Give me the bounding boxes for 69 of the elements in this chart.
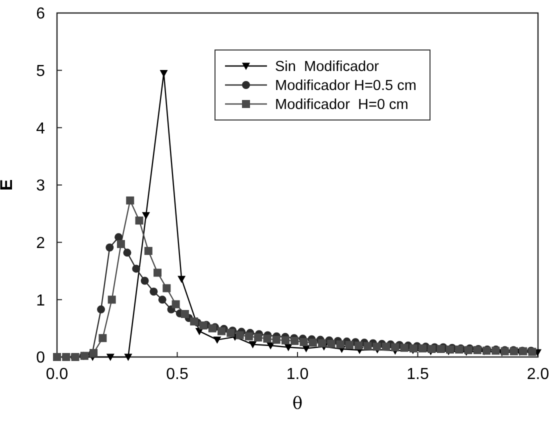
point — [308, 338, 317, 347]
point — [336, 340, 344, 348]
point — [318, 339, 326, 348]
x-tick-label: 0.0 — [46, 366, 68, 383]
point — [150, 288, 158, 296]
point — [172, 300, 180, 308]
legend-label: Sin Modificador — [275, 59, 380, 76]
point — [372, 342, 381, 351]
point — [97, 305, 106, 314]
point — [382, 342, 390, 351]
point — [244, 332, 253, 340]
x-tick-label: 2.0 — [526, 366, 550, 383]
point — [213, 336, 222, 344]
point — [126, 196, 134, 204]
point — [254, 334, 262, 342]
y-tick-label: 0 — [36, 350, 46, 367]
y-tick-label: 1 — [36, 292, 46, 310]
point — [391, 343, 400, 352]
point — [248, 341, 257, 348]
x-tick-label: 1.0 — [286, 366, 309, 383]
point — [124, 354, 132, 361]
point — [436, 344, 445, 353]
point — [327, 340, 336, 348]
x-tick-label: 0.5 — [166, 366, 188, 383]
point — [106, 354, 114, 361]
point — [218, 327, 226, 336]
point — [400, 344, 408, 352]
point — [290, 336, 299, 345]
point — [354, 342, 363, 350]
legend-label: Modificador H=0 cm — [275, 97, 408, 114]
point — [178, 276, 186, 284]
legend-label: Modificador H=0.5 cm — [275, 78, 416, 94]
point — [106, 243, 114, 252]
point — [132, 264, 140, 273]
point — [162, 284, 171, 292]
y-tick-label: 5 — [36, 62, 46, 80]
point — [190, 317, 198, 326]
point — [158, 296, 166, 304]
x-axis-title: θ — [292, 394, 303, 414]
point — [154, 268, 162, 277]
point — [208, 324, 216, 332]
point — [300, 338, 308, 346]
x-tick-label: 1.5 — [406, 366, 429, 383]
point — [140, 276, 149, 285]
point — [98, 334, 107, 342]
point — [281, 336, 290, 344]
point — [272, 336, 280, 344]
point — [236, 331, 244, 340]
y-tick-label: 3 — [36, 178, 46, 195]
point — [108, 296, 116, 304]
point — [114, 233, 123, 242]
point — [446, 346, 454, 354]
point — [428, 344, 436, 353]
y-axis-title: E — [0, 179, 16, 191]
point — [116, 240, 125, 248]
point — [263, 334, 272, 343]
point — [199, 321, 208, 330]
point — [142, 212, 150, 220]
point — [123, 248, 132, 257]
point — [364, 342, 372, 350]
point — [345, 340, 354, 349]
point — [135, 216, 144, 225]
y-tick-label: 2 — [36, 234, 46, 252]
point — [418, 344, 427, 352]
point — [409, 344, 418, 352]
y-tick-label: 4 — [36, 120, 46, 138]
y-tick-label: 6 — [36, 6, 46, 23]
point — [180, 310, 189, 318]
point — [144, 246, 152, 255]
